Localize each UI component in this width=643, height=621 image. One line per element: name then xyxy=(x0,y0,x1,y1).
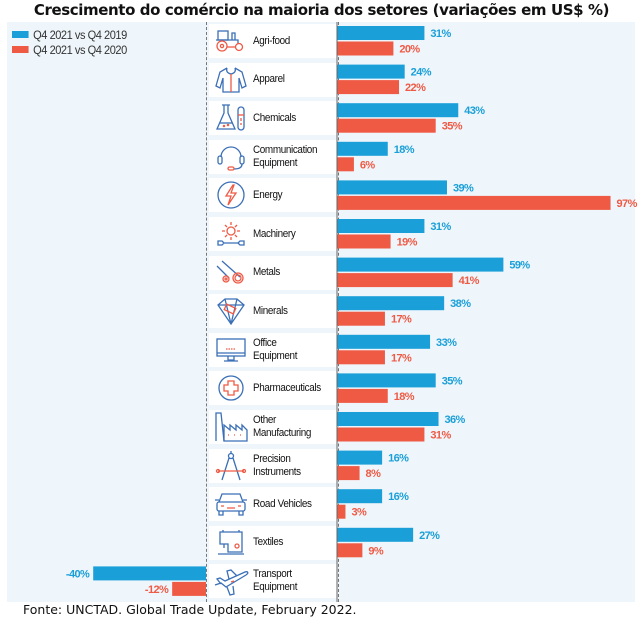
category-row-agri-food: Agri-food xyxy=(209,24,337,58)
category-row-textiles: Textiles xyxy=(209,525,337,560)
category-row-machinery: Machinery xyxy=(209,217,337,251)
category-row-apparel: Apparel xyxy=(209,62,337,97)
legend-label-series-1: Q4 2021 vs Q4 2019 xyxy=(33,27,127,42)
factory-icon xyxy=(209,410,253,444)
legend-label-series-2: Q4 2021 vs Q4 2020 xyxy=(33,42,127,57)
category-row-communication-equipment: Communication Equipment xyxy=(209,139,337,174)
category-label: Precision Instruments xyxy=(253,452,301,478)
category-label: Pharmaceuticals xyxy=(253,381,321,394)
category-label: Communication Equipment xyxy=(253,143,318,169)
category-row-precision-instruments: Precision Instruments xyxy=(209,448,337,483)
sewing-machine-icon xyxy=(209,526,253,560)
legend-swatch-series-2 xyxy=(12,46,29,53)
compass-icon xyxy=(209,449,253,483)
category-label: Chemicals xyxy=(253,111,296,124)
category-label: Textiles xyxy=(253,536,284,549)
category-label: Machinery xyxy=(253,227,296,240)
category-label: Office Equipment xyxy=(253,336,298,362)
category-label-column: Agri-food Apparel Chemicals Communication E… xyxy=(206,22,339,602)
category-row-chemicals: Chemicals xyxy=(209,101,337,136)
category-row-energy: Energy xyxy=(209,178,337,213)
category-label: Apparel xyxy=(253,73,285,86)
tractor-icon xyxy=(209,24,253,58)
category-label: Other Manufacturing xyxy=(253,414,312,439)
category-row-minerals: Minerals xyxy=(209,294,337,329)
flask-icon xyxy=(209,101,253,135)
jacket-icon xyxy=(209,63,253,97)
category-label: Transport Equipment xyxy=(253,568,298,594)
category-label: Road Vehicles xyxy=(253,497,312,510)
category-row-road-vehicles: Road Vehicles xyxy=(209,487,337,522)
metal-rolls-icon xyxy=(209,256,253,290)
gem-icon xyxy=(209,294,253,328)
headset-icon xyxy=(209,140,253,174)
car-icon xyxy=(209,487,253,521)
category-label: Agri-food xyxy=(253,34,290,47)
category-label: Metals xyxy=(253,266,280,279)
category-row-metals: Metals xyxy=(209,255,337,290)
legend-swatch-series-1 xyxy=(12,31,29,38)
gear-wrench-icon xyxy=(209,217,253,251)
category-row-pharmaceuticals: Pharmaceuticals xyxy=(209,371,337,406)
airplane-icon xyxy=(209,564,253,598)
legend: Q4 2021 vs Q4 2019 Q4 2021 vs Q4 2020 xyxy=(12,27,127,57)
legend-item-series-2: Q4 2021 vs Q4 2020 xyxy=(12,42,127,57)
category-label: Energy xyxy=(253,188,283,201)
chart-title: Crescimento do comércio na maioria dos s… xyxy=(33,1,610,19)
source-note: Fonte: UNCTAD. Global Trade Update, Febr… xyxy=(23,602,357,617)
category-row-other-manufacturing: Other Manufacturing xyxy=(209,410,337,444)
category-label: Minerals xyxy=(253,304,288,317)
category-row-office-equipment: Office Equipment xyxy=(209,332,337,367)
category-row-transport-equipment: Transport Equipment xyxy=(209,564,337,599)
monitor-icon xyxy=(209,333,253,367)
lightning-icon xyxy=(209,178,253,212)
legend-item-series-1: Q4 2021 vs Q4 2019 xyxy=(12,27,127,42)
medical-cross-icon xyxy=(209,371,253,405)
